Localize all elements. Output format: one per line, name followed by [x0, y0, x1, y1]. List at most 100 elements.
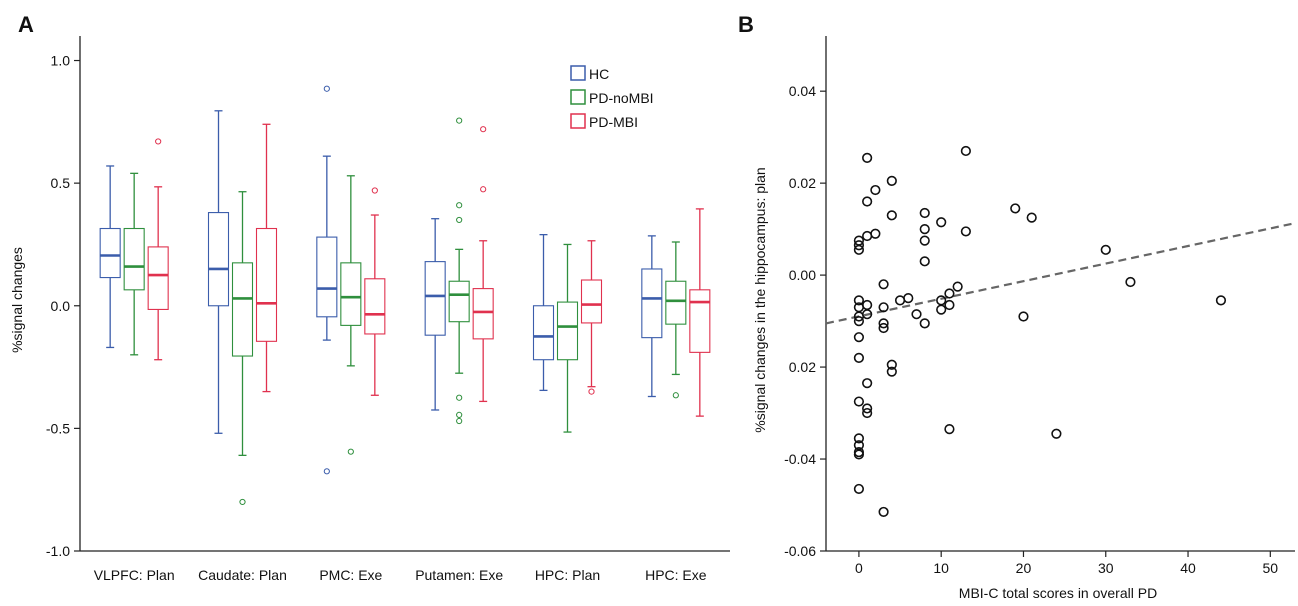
box-HC-3 — [424, 218, 446, 411]
panel-b-y-ticks: -0.06 -0.04 0.02 0.00 0.02 0.04 — [784, 83, 826, 559]
scatter-point — [886, 359, 897, 370]
outlier-point — [239, 498, 246, 506]
x-tick-label: 0 — [855, 560, 863, 576]
scatter-point — [853, 352, 865, 363]
scatter-point — [944, 299, 955, 311]
scatter-point — [862, 378, 873, 389]
y-tick-label: 1.0 — [51, 53, 71, 69]
box-PD-MBI-3 — [472, 126, 494, 403]
scatter-point — [878, 322, 889, 334]
box-PD-noMBI-5 — [665, 241, 687, 399]
outlier-point — [347, 448, 354, 455]
x-tick-label: 30 — [1098, 560, 1114, 576]
outlier-point — [456, 417, 463, 425]
box-iqr — [556, 301, 579, 361]
scatter-point — [911, 309, 922, 320]
outlier-point — [456, 117, 463, 124]
x-category-label: PMC: Exe — [319, 567, 382, 583]
scatter-point — [960, 145, 971, 157]
scatter-point — [870, 184, 881, 196]
box-PD-MBI-1 — [255, 123, 278, 393]
x-category-label: Putamen: Exe — [415, 567, 503, 583]
legend-swatch — [570, 113, 586, 129]
scatter-point — [878, 506, 889, 518]
scatter-point — [1100, 244, 1111, 255]
scatter-point — [862, 152, 873, 163]
panel-a-label: A — [18, 12, 34, 37]
panel-a-boxes — [99, 85, 711, 506]
box-iqr — [472, 288, 494, 340]
panel-b: B %signal changes in the hippocampus: pl… — [738, 12, 1296, 601]
legend-swatch — [570, 65, 586, 81]
scatter-point — [862, 407, 873, 419]
outlier-point — [456, 216, 463, 224]
scatter-point — [862, 196, 873, 207]
box-iqr — [641, 268, 663, 339]
outlier-point — [456, 202, 463, 209]
y-tick-label: 0.04 — [789, 83, 816, 99]
outlier-point — [323, 468, 330, 475]
trendline — [825, 222, 1296, 325]
box-PD-noMBI-1 — [231, 191, 254, 506]
box-iqr — [665, 280, 687, 325]
scatter-point — [936, 295, 947, 306]
panel-a-y-ticks: -1.0 -0.5 0.0 0.5 1.0 — [46, 53, 80, 559]
scatter-point — [886, 175, 897, 186]
scatter-point — [886, 366, 897, 377]
panel-b-points — [853, 145, 1227, 518]
box-iqr — [689, 289, 711, 353]
box-iqr — [364, 278, 386, 335]
panel-b-label: B — [738, 12, 754, 37]
scatter-point — [1051, 428, 1062, 439]
y-tick-label: 0.02 — [789, 175, 816, 191]
panel-a: A %signal changes -1.0 -0.5 0.0 0.5 1.0 VLPF… — [9, 12, 730, 583]
x-category-label: VLPFC: Plan — [94, 567, 175, 583]
scatter-point — [1125, 276, 1136, 288]
x-tick-label: 50 — [1263, 560, 1279, 576]
box-PD-MBI-4 — [580, 240, 603, 395]
outlier-point — [155, 138, 162, 145]
x-tick-label: 10 — [933, 560, 949, 576]
scatter-point — [919, 207, 930, 219]
y-tick-label: -0.04 — [784, 451, 816, 467]
box-PD-MBI-0 — [147, 138, 169, 361]
panel-b-x-ticks: 0 10 20 30 40 50 — [855, 551, 1278, 576]
x-category-label: HPC: Plan — [535, 567, 600, 583]
box-iqr — [147, 246, 169, 310]
scatter-point — [952, 281, 963, 292]
scatter-point — [853, 483, 865, 495]
box-HC-4 — [532, 233, 555, 392]
scatter-point — [886, 210, 897, 221]
box-PD-noMBI-3 — [448, 117, 470, 425]
outlier-point — [480, 126, 487, 133]
scatter-point — [853, 433, 865, 444]
scatter-point — [919, 318, 930, 329]
box-PD-MBI-2 — [364, 187, 386, 396]
box-iqr — [231, 262, 254, 357]
scatter-point — [1010, 203, 1021, 214]
y-tick-label: -0.06 — [784, 543, 816, 559]
box-PD-noMBI-0 — [123, 172, 145, 356]
scatter-point — [894, 295, 906, 306]
x-tick-label: 20 — [1016, 560, 1032, 576]
scatter-point — [944, 424, 955, 435]
legend-label: PD-MBI — [589, 114, 638, 130]
panel-b-trendline-group — [825, 222, 1296, 325]
panel-a-y-axis-title: %signal changes — [9, 247, 25, 353]
box-iqr — [340, 262, 362, 326]
scatter-point — [1215, 295, 1227, 306]
scatter-point — [853, 244, 865, 255]
outlier-point — [371, 187, 378, 194]
outlier-point — [323, 85, 330, 92]
box-iqr — [580, 279, 603, 324]
scatter-point — [960, 226, 971, 237]
scatter-point — [919, 256, 930, 267]
outlier-point — [480, 186, 487, 193]
box-iqr — [448, 280, 470, 323]
scatter-point — [878, 279, 889, 290]
panel-b-y-axis-title: %signal changes in the hippocampus: plan — [752, 167, 768, 432]
scatter-point — [878, 302, 889, 313]
box-PD-noMBI-2 — [340, 175, 362, 455]
scatter-point — [853, 396, 865, 407]
